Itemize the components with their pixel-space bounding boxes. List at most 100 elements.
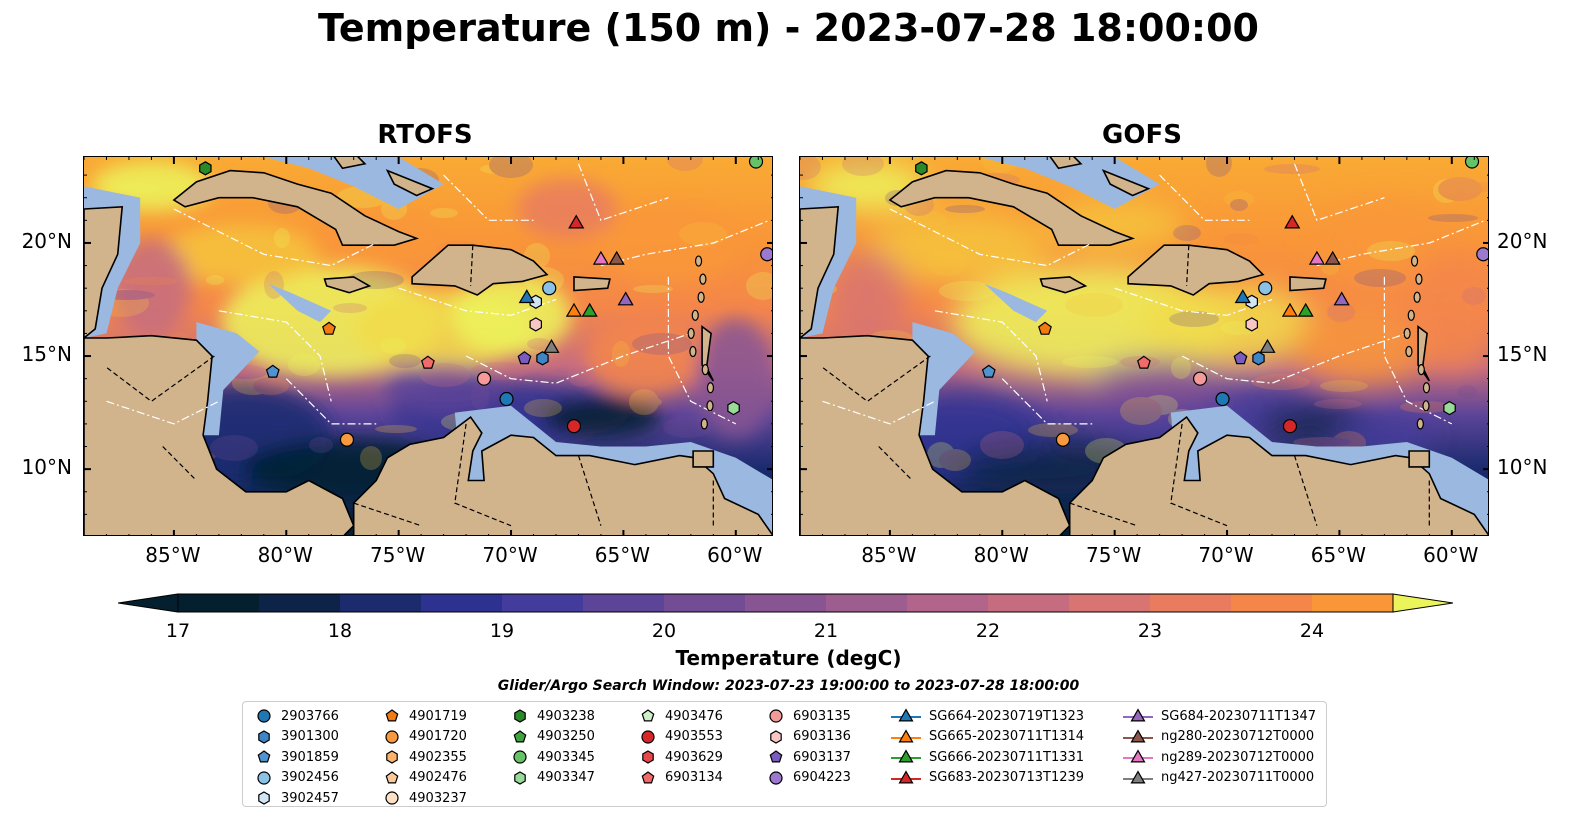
legend-marker (385, 791, 399, 805)
eez-boundary (822, 400, 936, 425)
map-panel-rtofs (83, 156, 773, 536)
marker-6904223 (1476, 247, 1488, 262)
land-cuba (888, 169, 1136, 246)
eez-boundary (465, 332, 691, 384)
marker-3901300 (536, 351, 549, 366)
legend-item: 4903250 (511, 727, 595, 747)
island (1422, 382, 1431, 394)
eez-boundary (1181, 332, 1407, 384)
legend-item: 4903345 (511, 747, 595, 767)
island (1417, 364, 1425, 376)
marker-ng280-20230712T0000 (1324, 250, 1341, 265)
marker-SG665-20230711T1314 (1281, 302, 1299, 317)
eez-boundary (1001, 378, 1093, 425)
legend-item: 4901720 (383, 727, 467, 747)
eez-boundary (934, 310, 1048, 402)
legend-item: 6903136 (767, 727, 851, 747)
legend-item: 2903766 (255, 706, 339, 726)
marker-6903135 (476, 371, 492, 386)
map-panel-gofs (799, 156, 1489, 536)
legend-label: 6903134 (665, 770, 723, 785)
lon-tick-label: 70°W (482, 543, 538, 567)
legend-label: SG683-20230713T1239 (929, 770, 1085, 785)
legend-item: ng280-20230712T0000 (1123, 727, 1314, 747)
legend-symbol (898, 769, 914, 783)
panel-title-gofs: GOFS (1102, 120, 1182, 150)
colorbar-tick-label: 19 (489, 620, 515, 642)
eez-boundary (285, 378, 377, 425)
legend-symbol (1130, 749, 1146, 763)
legend-label: 6903135 (793, 708, 851, 724)
colorbar-bin (988, 594, 1070, 612)
legend-item: ng427-20230711T0000 (1123, 768, 1314, 788)
lon-tick-label: 80°W (257, 543, 313, 567)
marker-SG684-20230711T1347 (1333, 291, 1350, 306)
legend-marker (891, 708, 921, 722)
legend-item: 3901300 (255, 727, 339, 747)
legend-marker (641, 709, 655, 722)
island (1403, 327, 1411, 340)
country-border (1186, 245, 1190, 286)
country-border (106, 355, 215, 403)
legend-symbol (258, 791, 270, 805)
eez-boundary (577, 163, 669, 222)
legend-item: 3902456 (255, 768, 339, 788)
legend-label: SG666-20230711T1331 (929, 749, 1085, 765)
legend-symbol (1130, 728, 1146, 742)
legend-symbol (258, 729, 270, 744)
legend-label: ng280-20230712T0000 (1161, 729, 1315, 744)
legend-item: SG665-20230711T1314 (891, 727, 1084, 747)
lat-tick-label-right: 10°N (1497, 455, 1548, 480)
colorbar-bin (1150, 594, 1232, 612)
shelf-area (979, 157, 1160, 209)
shelf-area (984, 283, 1048, 323)
legend-item: 4903237 (383, 788, 467, 808)
legend-item: 4903347 (511, 768, 595, 788)
lon-tick-label: 65°W (594, 543, 651, 567)
legend-marker (769, 709, 783, 723)
legend-marker (769, 750, 783, 763)
legend-item: 6903134 (639, 768, 723, 788)
colorbar-bin (745, 594, 827, 612)
island (700, 418, 708, 430)
country-border (470, 245, 474, 286)
island (699, 273, 707, 285)
legend-symbol (1130, 769, 1146, 783)
land-puertorico (1289, 276, 1327, 292)
legend-label: 3901300 (281, 729, 339, 744)
island (694, 255, 703, 267)
island (701, 364, 709, 376)
legend-marker (385, 709, 399, 722)
marker-4903347 (727, 400, 740, 416)
legend-label: 2903766 (281, 708, 339, 724)
land-southam (352, 415, 772, 535)
island (1415, 273, 1423, 285)
lat-tick-label-left: 10°N (21, 455, 72, 480)
legend-label: 4903345 (537, 749, 595, 765)
legend-symbol (641, 729, 655, 744)
marker-6903135 (1192, 371, 1208, 386)
marker-6903134 (1136, 355, 1151, 369)
legend-marker (1123, 749, 1153, 763)
map-canvas (800, 157, 1488, 535)
legend-item: ng289-20230712T0000 (1123, 747, 1314, 767)
lon-tick-label: 70°W (1198, 543, 1254, 567)
legend-label: 4903250 (537, 729, 595, 744)
legend-marker (257, 709, 271, 723)
legend-marker (385, 770, 399, 783)
marker-4903553 (566, 419, 582, 434)
colorbar-tick-label: 23 (1137, 620, 1163, 642)
legend-symbol (769, 750, 783, 763)
lon-tick-label: 60°W (707, 543, 763, 567)
eez-boundary (173, 208, 377, 267)
legend-marker (641, 729, 655, 744)
country-border (1170, 423, 1228, 527)
legend-item: 4902355 (383, 747, 467, 767)
marker-SG683-20230713T1239 (1284, 214, 1301, 229)
island (1410, 255, 1419, 267)
legend-marker (258, 729, 270, 744)
eez-boundary (667, 276, 737, 425)
legend-item: 3902457 (255, 788, 339, 808)
land-jamaica (323, 276, 372, 294)
legend-symbol (257, 709, 271, 723)
